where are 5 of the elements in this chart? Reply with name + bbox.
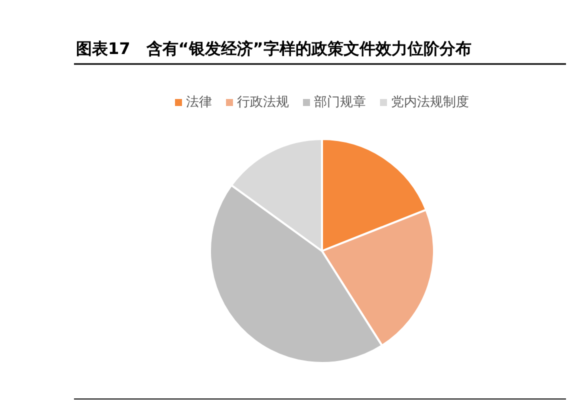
legend-label: 法律 xyxy=(186,95,212,110)
legend-label: 行政法规 xyxy=(237,95,289,110)
legend-label: 党内法规制度 xyxy=(391,94,469,110)
chart-title: 图表17 含有“银发经济”字样的政策文件效力位阶分布 xyxy=(76,39,472,58)
legend-label: 部门规章 xyxy=(314,94,366,110)
